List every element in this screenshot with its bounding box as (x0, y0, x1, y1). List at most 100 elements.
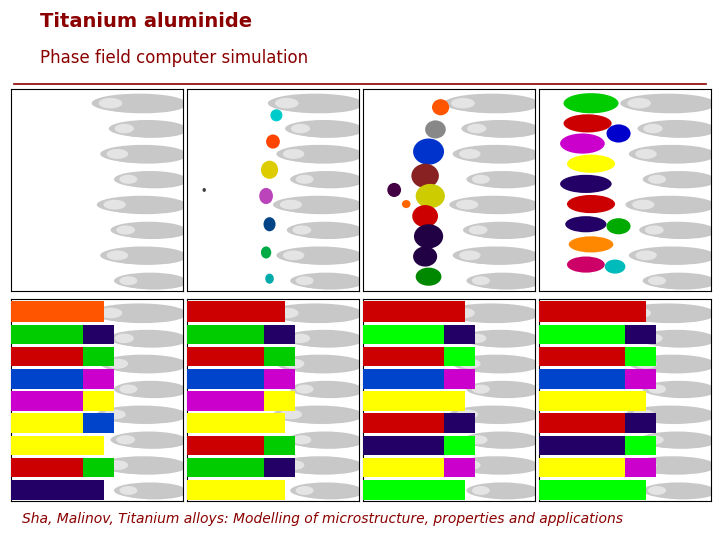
Bar (363, 301, 464, 322)
Ellipse shape (291, 334, 310, 343)
Bar (444, 369, 475, 389)
Ellipse shape (296, 276, 314, 285)
Ellipse shape (286, 461, 361, 475)
Ellipse shape (635, 410, 714, 424)
Ellipse shape (114, 381, 186, 397)
Ellipse shape (626, 406, 715, 423)
Ellipse shape (643, 334, 662, 343)
Ellipse shape (109, 461, 185, 475)
Ellipse shape (283, 410, 361, 424)
Ellipse shape (299, 276, 362, 289)
Bar (187, 458, 264, 477)
Ellipse shape (292, 435, 311, 444)
Bar (626, 436, 657, 455)
Ellipse shape (283, 200, 361, 214)
Ellipse shape (107, 460, 128, 470)
Ellipse shape (122, 385, 186, 398)
Ellipse shape (261, 161, 278, 179)
Ellipse shape (651, 385, 715, 398)
Ellipse shape (453, 355, 539, 373)
Ellipse shape (470, 334, 539, 348)
Ellipse shape (107, 359, 128, 369)
Bar (539, 458, 626, 477)
Ellipse shape (122, 487, 186, 500)
Ellipse shape (635, 460, 657, 470)
Ellipse shape (96, 406, 186, 423)
Bar (264, 325, 295, 345)
Ellipse shape (459, 200, 538, 214)
Ellipse shape (648, 436, 714, 449)
Ellipse shape (104, 200, 126, 210)
Ellipse shape (648, 384, 666, 394)
Bar (363, 347, 444, 367)
Bar (83, 458, 114, 477)
Ellipse shape (278, 98, 361, 113)
Bar (187, 347, 264, 367)
Bar (187, 325, 264, 345)
Ellipse shape (467, 334, 487, 343)
Ellipse shape (271, 109, 282, 122)
Ellipse shape (475, 276, 539, 289)
Ellipse shape (283, 251, 305, 260)
Ellipse shape (642, 381, 715, 397)
Ellipse shape (264, 217, 276, 231)
Ellipse shape (637, 120, 715, 137)
Ellipse shape (287, 222, 362, 238)
Ellipse shape (648, 175, 666, 184)
Bar (444, 347, 475, 367)
Ellipse shape (635, 200, 714, 214)
Bar (11, 301, 104, 322)
Ellipse shape (109, 251, 185, 265)
Ellipse shape (116, 435, 135, 444)
Text: Phase field computer simulation: Phase field computer simulation (40, 49, 307, 66)
Ellipse shape (632, 200, 654, 210)
Ellipse shape (630, 98, 714, 113)
Bar (264, 347, 295, 367)
Ellipse shape (651, 175, 715, 188)
Ellipse shape (120, 436, 186, 449)
Ellipse shape (459, 149, 480, 159)
Ellipse shape (120, 226, 186, 239)
Ellipse shape (642, 482, 715, 498)
Bar (187, 369, 264, 389)
Bar (11, 480, 104, 500)
Bar (539, 414, 626, 433)
Bar (264, 369, 295, 389)
Ellipse shape (639, 222, 715, 238)
Ellipse shape (643, 124, 662, 133)
Ellipse shape (259, 188, 273, 204)
Ellipse shape (635, 251, 657, 260)
Ellipse shape (629, 246, 715, 264)
Ellipse shape (565, 216, 606, 232)
Ellipse shape (99, 308, 122, 318)
Ellipse shape (96, 196, 186, 213)
Ellipse shape (462, 359, 538, 373)
Ellipse shape (273, 196, 362, 213)
Bar (539, 325, 626, 345)
Ellipse shape (629, 355, 715, 373)
Ellipse shape (560, 175, 612, 193)
Ellipse shape (100, 145, 186, 163)
Ellipse shape (463, 222, 539, 238)
Ellipse shape (290, 171, 362, 187)
Ellipse shape (283, 359, 305, 369)
Ellipse shape (567, 195, 615, 213)
Ellipse shape (291, 124, 310, 133)
Ellipse shape (104, 409, 126, 420)
Ellipse shape (472, 226, 539, 239)
Ellipse shape (651, 276, 715, 289)
Ellipse shape (114, 124, 134, 133)
Ellipse shape (91, 303, 186, 322)
Bar (444, 414, 475, 433)
Ellipse shape (456, 200, 478, 210)
Bar (363, 458, 444, 477)
Ellipse shape (472, 384, 490, 394)
Ellipse shape (275, 308, 299, 318)
Ellipse shape (268, 93, 362, 113)
Bar (363, 369, 444, 389)
Ellipse shape (569, 237, 613, 253)
Bar (539, 480, 646, 500)
Ellipse shape (286, 149, 361, 164)
Ellipse shape (635, 359, 657, 369)
Ellipse shape (467, 171, 539, 187)
